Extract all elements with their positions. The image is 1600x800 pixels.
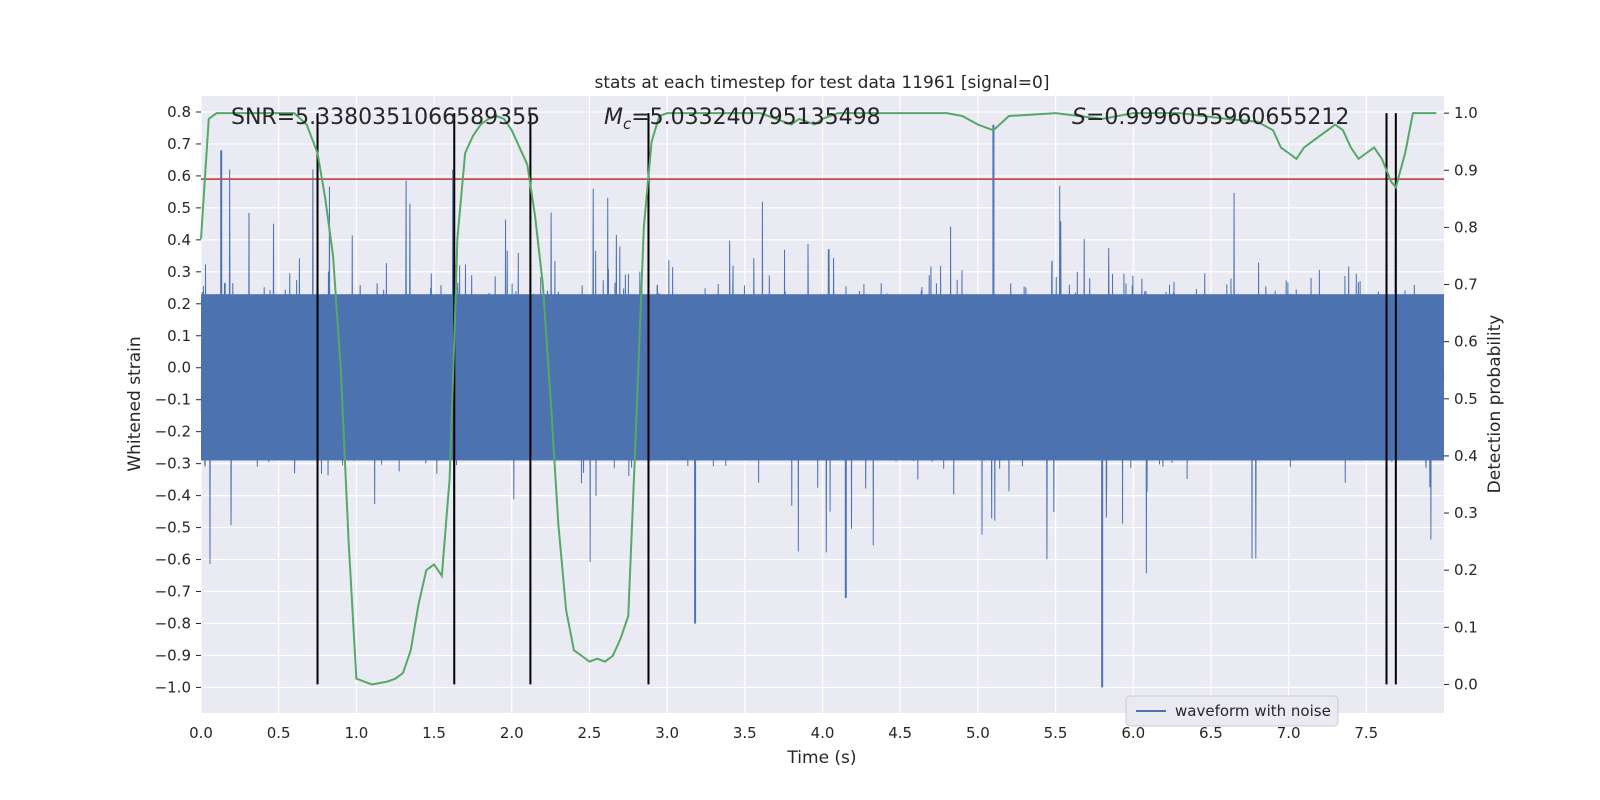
y-left-tick-label: −0.4 bbox=[155, 487, 191, 505]
x-tick-label: 6.5 bbox=[1199, 724, 1223, 742]
y-left-tick-label: −0.5 bbox=[155, 519, 191, 537]
snr-annotation: SNR=5.3380351066589355 bbox=[231, 105, 540, 130]
x-tick-label: 2.5 bbox=[578, 724, 602, 742]
y-left-tick-label: 0.8 bbox=[167, 103, 191, 121]
y-left-tick-label: −0.1 bbox=[155, 391, 191, 409]
s-value: =0.9996055960655212 bbox=[1086, 105, 1349, 130]
x-tick-label: 6.0 bbox=[1121, 724, 1145, 742]
y-left-tick-label: 0.5 bbox=[167, 199, 191, 217]
mc-annotation: Mc=5.033240795135498 bbox=[604, 105, 881, 133]
x-tick-label: 3.5 bbox=[733, 724, 757, 742]
x-axis-label: Time (s) bbox=[786, 748, 856, 768]
y-left-tick-label: 0.1 bbox=[167, 327, 191, 345]
y-right-tick-labels: 1.0 0.9 0.8 0.7 0.6 0.5 0.4 0.3 0.2 0.1 0.0 bbox=[1444, 104, 1478, 693]
y-right-tick-label: 0.0 bbox=[1454, 675, 1478, 693]
chart-title: stats at each timestep for test data 119… bbox=[595, 73, 1050, 93]
y-right-axis-label: Detection probability bbox=[1485, 315, 1505, 494]
y-right-tick-label: 0.8 bbox=[1454, 218, 1478, 236]
legend: waveform with noise bbox=[1125, 695, 1339, 727]
mc-subscript: c bbox=[623, 115, 632, 133]
mc-symbol: M bbox=[604, 105, 623, 130]
legend-box bbox=[1125, 695, 1339, 727]
y-right-tick-label: 0.2 bbox=[1454, 561, 1478, 579]
waveform-series bbox=[200, 124, 1445, 688]
vertical-lines bbox=[316, 113, 1397, 685]
y-left-tick-label: −0.8 bbox=[155, 614, 191, 632]
x-tick-label: 4.5 bbox=[888, 724, 912, 742]
x-tick-label: 1.0 bbox=[344, 724, 368, 742]
y-left-tick-label: −0.7 bbox=[155, 583, 191, 601]
y-left-axis-label: Whitened strain bbox=[125, 336, 145, 471]
waveform-core-band bbox=[201, 294, 1444, 461]
x-tick-labels: 0.0 0.5 1.0 1.5 2.0 2.5 3.0 3.5 4.0 4.5 5.0 5.5 6.0 6… bbox=[189, 724, 1378, 742]
x-tick-label: 7.5 bbox=[1354, 724, 1378, 742]
y-left-tick-label: 0.7 bbox=[167, 135, 191, 153]
x-tick-label: 5.0 bbox=[966, 724, 990, 742]
y-left-tick-label: 0.3 bbox=[167, 263, 191, 281]
y-right-tick-label: 0.3 bbox=[1454, 504, 1478, 522]
y-left-tick-label: 0.4 bbox=[167, 231, 191, 249]
x-tick-label: 0.0 bbox=[189, 724, 213, 742]
s-symbol: S bbox=[1072, 105, 1086, 130]
x-tick-label: 3.0 bbox=[655, 724, 679, 742]
y-right-tick-label: 0.6 bbox=[1454, 333, 1478, 351]
y-right-tick-label: 0.5 bbox=[1454, 390, 1478, 408]
x-tick-label: 7.0 bbox=[1277, 724, 1301, 742]
y-left-tick-label: −1.0 bbox=[155, 678, 191, 696]
y-right-tick-label: 0.1 bbox=[1454, 618, 1478, 636]
y-right-tick-label: 0.9 bbox=[1454, 161, 1478, 179]
x-tick-label: 5.5 bbox=[1044, 724, 1068, 742]
mc-value: =5.033240795135498 bbox=[631, 105, 880, 130]
probability-line bbox=[200, 112, 1437, 686]
y-right-tick-label: 0.7 bbox=[1454, 276, 1478, 294]
x-tick-label: 0.5 bbox=[267, 724, 291, 742]
x-tick-label: 4.0 bbox=[811, 724, 835, 742]
y-left-tick-label: −0.6 bbox=[155, 551, 191, 569]
legend-label-waveform: waveform with noise bbox=[1175, 702, 1331, 720]
y-left-tick-label: −0.9 bbox=[155, 646, 191, 664]
y-left-tick-label: 0.2 bbox=[167, 295, 191, 313]
detection-probability-series bbox=[200, 112, 1437, 686]
x-tick-label: 1.5 bbox=[422, 724, 446, 742]
y-left-tick-label: −0.2 bbox=[155, 423, 191, 441]
y-left-tick-label: 0.0 bbox=[167, 359, 191, 377]
y-left-tick-label: −0.3 bbox=[155, 455, 191, 473]
y-left-tick-label: 0.6 bbox=[167, 167, 191, 185]
y-right-tick-label: 0.4 bbox=[1454, 447, 1478, 465]
x-tick-label: 2.0 bbox=[500, 724, 524, 742]
y-right-tick-label: 1.0 bbox=[1454, 104, 1478, 122]
y-left-tick-labels: 0.8 0.7 0.6 0.5 0.4 0.3 0.2 0.1 0.0 −0.1 −0.2 −0.3 −… bbox=[155, 103, 201, 696]
s-annotation: S=0.9996055960655212 bbox=[1072, 105, 1349, 130]
